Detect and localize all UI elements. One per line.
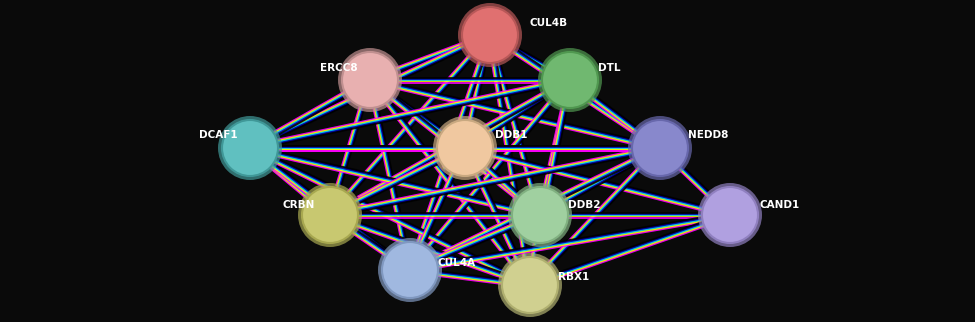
Circle shape — [502, 257, 558, 313]
Circle shape — [458, 3, 522, 67]
Circle shape — [218, 116, 282, 180]
Circle shape — [698, 183, 762, 247]
Circle shape — [498, 253, 562, 317]
Circle shape — [538, 48, 602, 112]
Circle shape — [342, 52, 398, 108]
Circle shape — [542, 52, 598, 108]
Text: DTL: DTL — [598, 63, 620, 73]
Text: DDB1: DDB1 — [495, 130, 527, 140]
Circle shape — [628, 116, 692, 180]
Text: ERCC8: ERCC8 — [321, 63, 358, 73]
Text: CAND1: CAND1 — [760, 200, 800, 210]
Text: NEDD8: NEDD8 — [688, 130, 728, 140]
Circle shape — [702, 187, 758, 243]
Circle shape — [382, 242, 438, 298]
Circle shape — [512, 187, 568, 243]
Circle shape — [433, 116, 497, 180]
Circle shape — [222, 120, 278, 176]
Circle shape — [302, 187, 358, 243]
Circle shape — [632, 120, 688, 176]
Circle shape — [462, 7, 518, 63]
Circle shape — [338, 48, 402, 112]
Circle shape — [378, 238, 442, 302]
Text: CUL4B: CUL4B — [530, 18, 568, 28]
Text: CUL4A: CUL4A — [437, 258, 475, 268]
Text: RBX1: RBX1 — [558, 272, 589, 282]
Text: CRBN: CRBN — [283, 200, 315, 210]
Text: DDB2: DDB2 — [568, 200, 601, 210]
Circle shape — [508, 183, 572, 247]
Circle shape — [298, 183, 362, 247]
Circle shape — [437, 120, 493, 176]
Text: DCAF1: DCAF1 — [199, 130, 238, 140]
